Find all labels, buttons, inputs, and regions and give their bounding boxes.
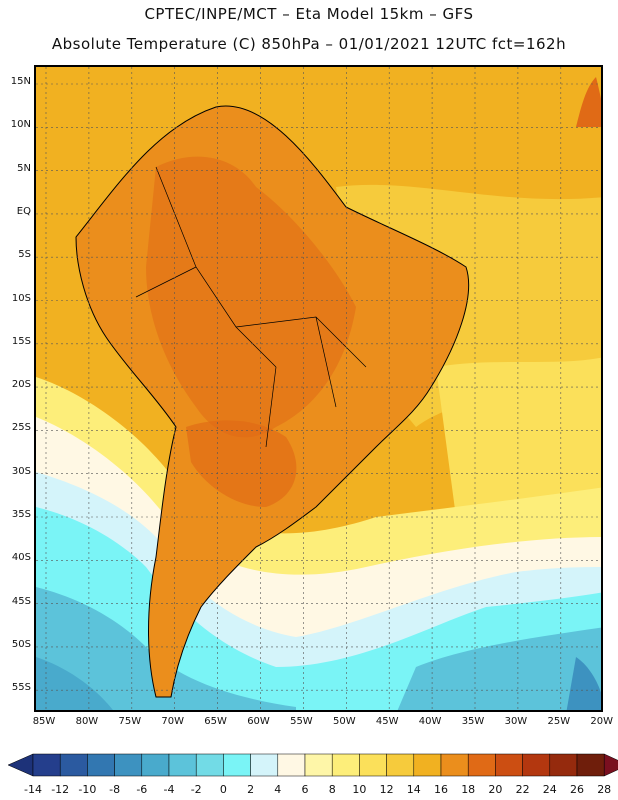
colorbar-swatch (576, 753, 605, 777)
lat-label-15s: 15S (11, 335, 31, 347)
colorbar-swatch (59, 753, 88, 777)
hot-spot-ne (576, 77, 601, 127)
colorbar-label: 12 (379, 783, 394, 796)
lon-label-60w: 60W (247, 716, 270, 727)
colorbar-swatch (549, 753, 578, 777)
colorbar-over-arrow (603, 753, 618, 777)
colorbar-label: 16 (434, 783, 448, 796)
colorbar-label: -14 (24, 783, 42, 796)
colorbar-swatch (440, 753, 469, 777)
colorbar-swatch (495, 753, 523, 777)
lon-label-65w: 65W (204, 716, 227, 727)
coastline (75, 105, 470, 698)
colorbar-label: 20 (488, 783, 503, 796)
colorbar-label: -12 (51, 783, 70, 796)
band-minus2 (36, 657, 113, 710)
lat-label-30s: 30S (11, 465, 31, 477)
band-minus4 (566, 657, 601, 710)
colorbar-swatch (304, 753, 333, 777)
colorbar-label: -8 (109, 783, 121, 796)
colorbar-under-arrow (7, 753, 34, 777)
lat-label-eq: EQ (16, 205, 31, 217)
title-line-2: Absolute Temperature (C) 850hPa – 01/01/… (51, 35, 567, 53)
lat-label-40s: 40S (11, 552, 31, 564)
lon-label-55w: 55W (290, 716, 313, 727)
colorbar-swatch (32, 753, 61, 777)
lat-label-10s: 10S (11, 292, 31, 304)
country-borders (135, 166, 367, 448)
colorbar-label: 24 (542, 783, 557, 796)
colorbar-swatch (114, 753, 143, 777)
colorbar-label: -10 (78, 783, 97, 796)
lon-label-40w: 40W (418, 716, 442, 727)
lon-label-20w: 20W (590, 716, 613, 727)
map-frame (34, 65, 603, 712)
colorbar-label: 28 (597, 783, 612, 796)
lat-label-5s: 5S (18, 249, 31, 261)
lat-label-15n: 15N (10, 76, 31, 87)
colorbar-label: -6 (136, 783, 148, 796)
colorbar-label: 22 (515, 783, 530, 796)
colorbar-swatch (386, 753, 415, 777)
colorbar-label: -2 (190, 783, 202, 796)
lat-label-10n: 10N (10, 119, 31, 131)
colorbar-swatch (223, 753, 251, 777)
colorbar (7, 753, 618, 777)
band-12-14-east (436, 357, 601, 517)
lat-label-55s: 55S (11, 682, 31, 694)
lat-label-20s: 20S (11, 379, 31, 391)
lon-label-80w: 80W (75, 716, 99, 727)
colorbar-label: 2 (247, 783, 255, 796)
lat-label-35s: 35S (11, 509, 31, 520)
colorbar-label: 26 (570, 783, 584, 796)
lon-label-75w: 75W (118, 716, 142, 727)
title-line-1: CPTEC/INPE/MCT – Eta Model 15km – GFS (144, 5, 474, 23)
lon-label-85w: 85W (32, 716, 56, 727)
band-0-2-east (397, 627, 601, 710)
lat-label-5n: 5N (17, 162, 31, 174)
colorbar-swatch (359, 753, 387, 777)
colorbar-label: 4 (274, 783, 282, 796)
colorbar-swatch (331, 753, 360, 777)
colorbar-swatch (168, 753, 197, 777)
colorbar-swatch (413, 753, 442, 777)
temperature-map (36, 67, 601, 710)
lon-label-30w: 30W (504, 716, 528, 727)
lon-label-25w: 25W (547, 716, 571, 727)
lat-label-45s: 45S (11, 595, 31, 607)
colorbar-swatch (87, 753, 115, 777)
colorbar-label: -4 (163, 783, 175, 796)
colorbar-label: 18 (461, 783, 476, 796)
colorbar-label: 0 (219, 783, 227, 796)
colorbar-swatch (250, 753, 279, 777)
band-0-2-west (36, 587, 296, 710)
lon-label-70w: 70W (161, 716, 184, 727)
lon-label-50w: 50W (332, 716, 356, 727)
land-hot-south (186, 420, 297, 507)
colorbar-swatch (467, 753, 496, 777)
colorbar-swatch (141, 753, 170, 777)
colorbar-label: 6 (301, 783, 309, 796)
colorbar-swatch (522, 753, 551, 777)
lon-label-45w: 45W (375, 716, 399, 727)
colorbar-label: 10 (352, 783, 367, 796)
lat-label-25s: 25S (11, 422, 31, 434)
lon-label-35w: 35W (461, 716, 485, 727)
colorbar-swatch (195, 753, 224, 777)
lat-label-50s: 50S (11, 638, 31, 650)
colorbar-swatch (277, 753, 306, 777)
colorbar-label: 14 (406, 783, 421, 796)
colorbar-label: 8 (328, 783, 336, 796)
